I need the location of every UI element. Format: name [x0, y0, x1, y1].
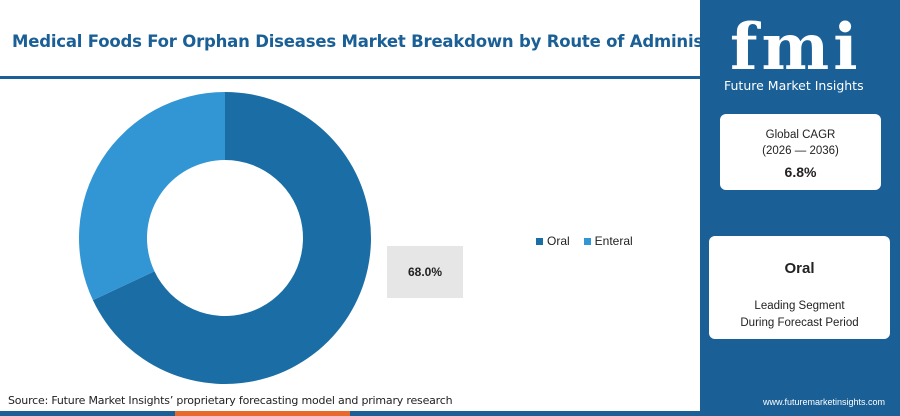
legend-swatch-enteral [583, 237, 591, 245]
logo-letters: fmi [730, 10, 862, 85]
legend-label-oral: Oral [547, 234, 570, 248]
logo-subtitle: Future Market Insights [724, 78, 864, 93]
source-note: Source: Future Market Insights’ propriet… [8, 394, 453, 407]
cagr-card: Global CAGR (2026 — 2036) 6.8% [720, 114, 881, 190]
footer-bar-segment-1 [0, 411, 175, 416]
footer-bar-segment-3 [350, 411, 525, 416]
footer-color-bar [0, 411, 700, 416]
chart-title: Medical Foods For Orphan Diseases Market… [12, 32, 766, 51]
fmi-logo: fmi Future Market Insights [722, 12, 882, 100]
sidebar-panel [700, 0, 900, 416]
legend-label-enteral: Enteral [594, 234, 633, 248]
cagr-value: 6.8% [784, 164, 817, 180]
cagr-label-line1: Global CAGR [765, 129, 836, 141]
donut-chart [78, 92, 371, 384]
chart-legend: Oral Enteral [536, 234, 633, 248]
leading-segment-card: Oral Leading Segment During Forecast Per… [709, 236, 890, 339]
legend-item-oral: Oral [536, 234, 570, 248]
cagr-label-line2: (2026 — 2036) [762, 145, 839, 157]
title-divider [0, 76, 700, 79]
segment-desc-line1: Leading Segment [754, 300, 845, 312]
website-link[interactable]: www.futuremarketinsights.com [763, 397, 886, 407]
chart-area [0, 80, 700, 400]
segment-desc-line2: During Forecast Period [740, 317, 859, 329]
cagr-label: Global CAGR (2026 — 2036) [720, 127, 881, 159]
value-label-oral: 68.0% [387, 246, 463, 298]
legend-swatch-oral [536, 237, 543, 245]
leading-segment-description: Leading Segment During Forecast Period [709, 298, 890, 332]
donut-slice-enteral [78, 92, 226, 301]
footer-bar-segment-4 [525, 411, 700, 416]
legend-item-enteral: Enteral [583, 234, 633, 248]
donut-slice-oral [92, 92, 371, 384]
footer-bar-segment-2 [175, 411, 350, 416]
leading-segment-name: Oral [784, 260, 815, 277]
